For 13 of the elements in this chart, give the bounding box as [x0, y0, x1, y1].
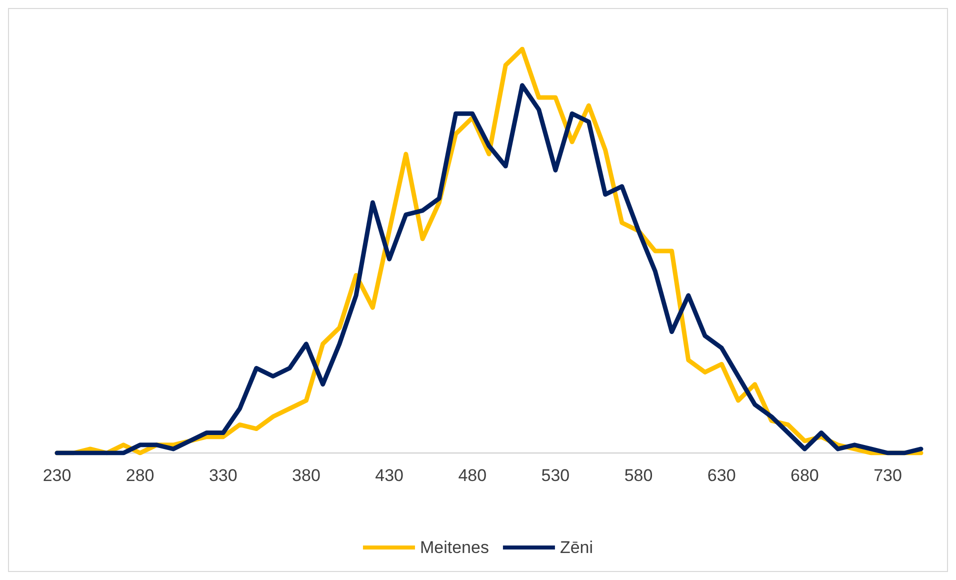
x-tick-label: 280 — [126, 466, 154, 485]
x-tick-label: 230 — [42, 466, 72, 485]
x-tick-label: 630 — [707, 466, 736, 485]
legend-label: Meitenes — [420, 538, 489, 557]
x-tick-label: 380 — [292, 466, 320, 485]
x-tick-label: 330 — [208, 466, 238, 485]
x-tick-label: 680 — [790, 466, 819, 485]
x-tick-label: 580 — [624, 466, 653, 485]
legend-label: Zēni — [560, 538, 594, 557]
x-tick-label: 480 — [458, 466, 487, 485]
x-tick-label: 730 — [874, 466, 902, 485]
x-tick-label: 430 — [375, 466, 404, 485]
x-tick-label: 530 — [541, 466, 570, 485]
